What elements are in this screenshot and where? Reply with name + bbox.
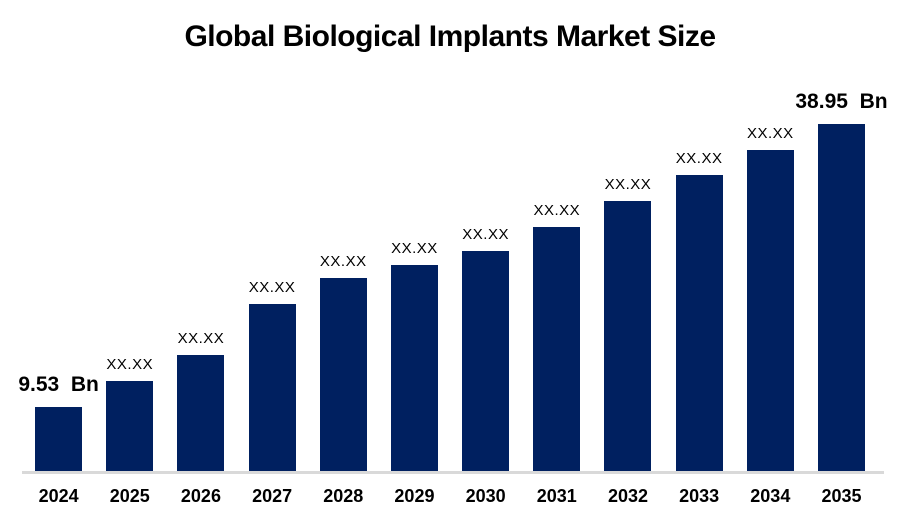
bar-value-label: XX.XX: [248, 279, 296, 296]
bar-value-label: XX.XX: [462, 226, 509, 243]
bar-value-label: XX.XX: [675, 150, 723, 167]
x-axis-line: [22, 471, 884, 474]
bar-column: 9.53 Bn: [18, 374, 99, 471]
bar: [390, 265, 438, 471]
bar-column: XX.XX: [664, 151, 735, 471]
plot-area: 9.53 Bn XX.XX XX.XX XX.XX XX.XX XX.XX XX.XX XX.…: [18, 0, 888, 471]
x-axis-label: 2032: [607, 486, 648, 506]
bar-value-label: XX.XX: [319, 253, 367, 270]
bar: [746, 150, 794, 471]
x-axis-label: 2027: [252, 486, 293, 506]
bar-column: XX.XX: [735, 126, 806, 471]
bar: [177, 355, 225, 471]
bar: [675, 175, 723, 471]
bar: [35, 407, 83, 471]
bar: [533, 227, 581, 471]
bar-value-label: XX.XX: [106, 356, 154, 373]
x-axis-label: 2028: [323, 486, 364, 506]
x-axis-label: 2029: [394, 486, 435, 506]
chart-title: Global Biological Implants Market Size: [184, 20, 716, 53]
bar-column: 38.95 Bn: [795, 91, 888, 471]
bar-column: XX.XX: [592, 177, 663, 471]
bar-value-label: XX.XX: [746, 125, 794, 142]
bar-column: XX.XX: [94, 357, 165, 471]
bar-column: XX.XX: [237, 280, 308, 471]
bar-value-label: 9.53 Bn: [18, 373, 99, 396]
x-axis-label: 2035: [821, 486, 862, 506]
x-axis-label: 2033: [679, 486, 720, 506]
bar-value-label: 38.95 Bn: [795, 90, 888, 113]
bar-column: XX.XX: [379, 241, 450, 471]
bar-value-label: XX.XX: [533, 202, 581, 219]
bar: [248, 304, 296, 471]
bar: [319, 278, 367, 471]
bar-column: XX.XX: [165, 331, 236, 471]
bar-column: XX.XX: [521, 203, 592, 471]
x-axis-label: 2025: [109, 486, 150, 506]
bar-column: XX.XX: [450, 227, 521, 471]
x-axis-labels: 2024 2025 2026 2027 2028 2029 2030 2031 2032 2033…: [23, 486, 877, 507]
bar-value-label: XX.XX: [391, 240, 438, 257]
x-axis-label: 2030: [465, 486, 506, 506]
bar: [817, 124, 865, 471]
x-axis-label: 2024: [38, 486, 79, 506]
bar: [462, 251, 510, 471]
bar-column: XX.XX: [308, 254, 379, 471]
x-axis-label: 2031: [536, 486, 577, 506]
x-axis-label: 2034: [750, 486, 791, 506]
bar: [604, 201, 652, 471]
bar-value-label: XX.XX: [604, 176, 652, 193]
bar: [106, 381, 154, 471]
bar-value-label: XX.XX: [177, 330, 225, 347]
x-axis-label: 2026: [180, 486, 221, 506]
